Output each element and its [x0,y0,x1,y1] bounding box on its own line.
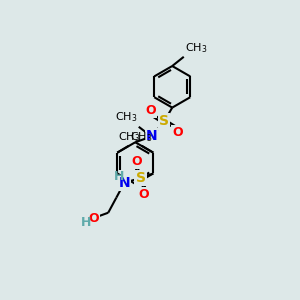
Text: CH$_3$: CH$_3$ [118,130,140,144]
Text: O: O [88,212,99,225]
Text: O: O [132,155,142,168]
Text: O: O [172,126,183,139]
Text: CH$_3$: CH$_3$ [185,41,207,55]
Text: H: H [114,170,124,183]
Text: O: O [146,104,156,117]
Text: CH$_3$: CH$_3$ [130,130,153,144]
Text: CH$_3$: CH$_3$ [115,111,137,124]
Text: O: O [139,188,149,201]
Text: H: H [81,216,91,229]
Text: N: N [146,130,157,143]
Text: N: N [118,176,130,190]
Text: S: S [159,115,169,128]
Text: S: S [136,171,146,185]
